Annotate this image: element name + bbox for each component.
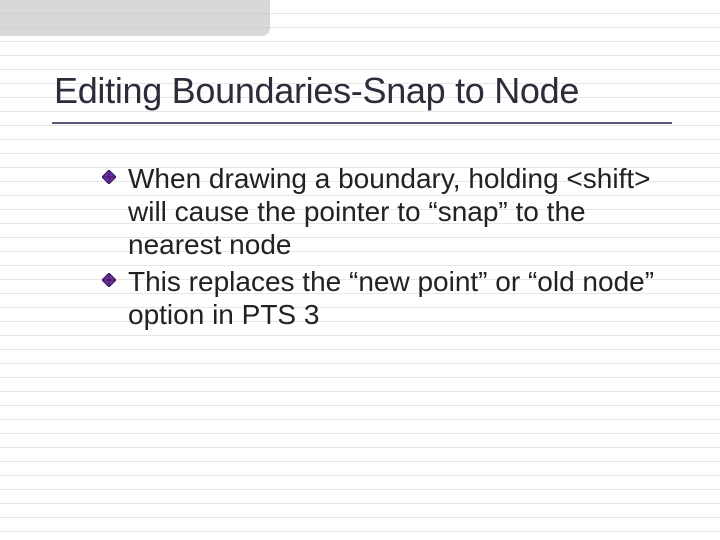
slide: Editing Boundaries-Snap to Node When dra…	[0, 0, 720, 540]
slide-title: Editing Boundaries-Snap to Node	[54, 70, 674, 112]
diamond-bullet-icon	[102, 170, 116, 184]
list-item: This replaces the “new point” or “old no…	[102, 265, 662, 331]
diamond-bullet-icon	[102, 273, 116, 287]
list-item: When drawing a boundary, holding <shift>…	[102, 162, 662, 261]
bullet-text: When drawing a boundary, holding <shift>…	[128, 163, 650, 260]
bullet-text: This replaces the “new point” or “old no…	[128, 266, 654, 330]
title-underline	[52, 122, 672, 124]
slide-body: When drawing a boundary, holding <shift>…	[102, 162, 662, 335]
